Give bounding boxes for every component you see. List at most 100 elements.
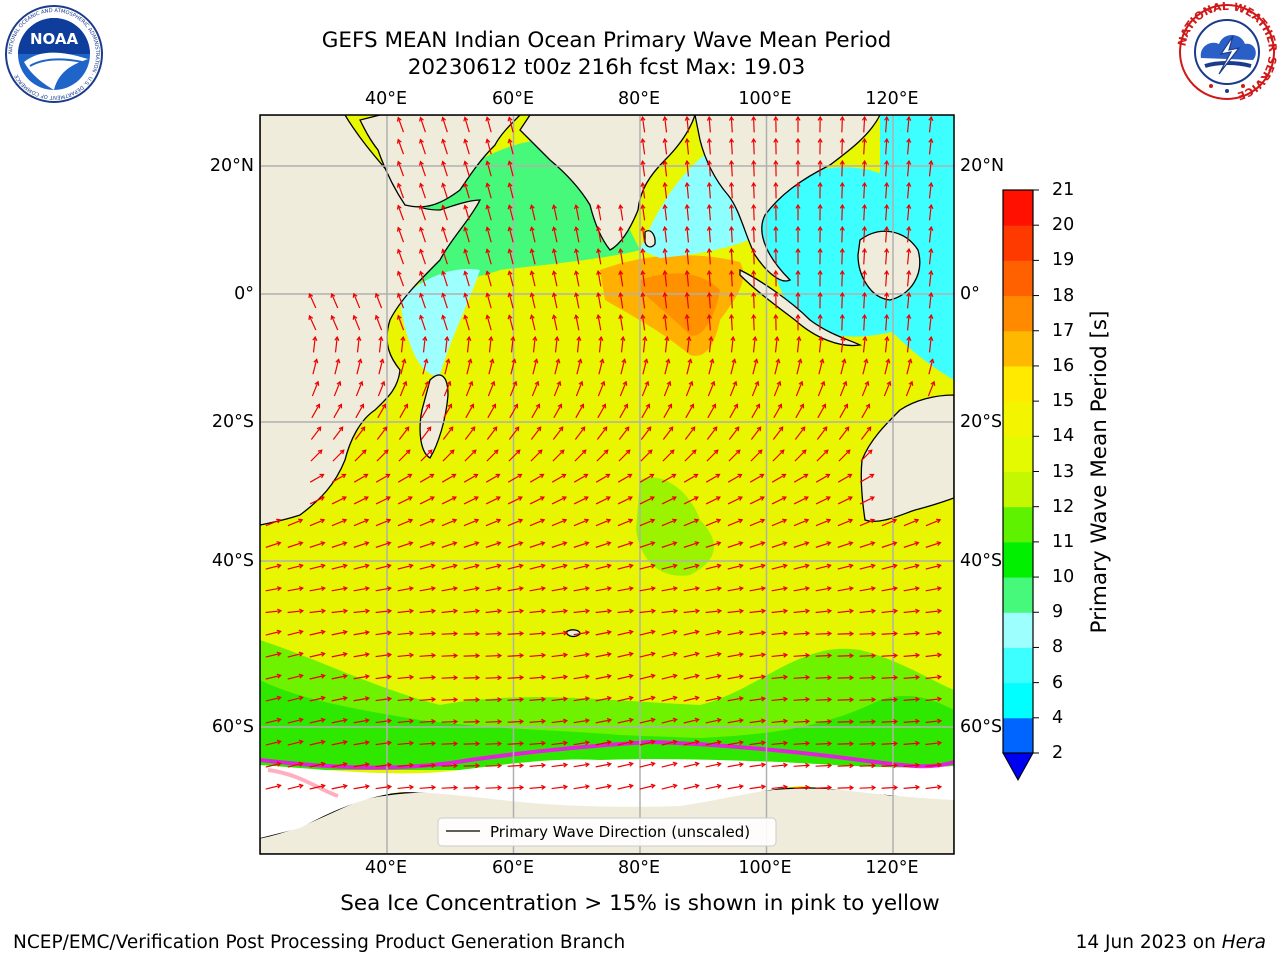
wave-arrow xyxy=(334,337,338,353)
wave-arrow xyxy=(686,359,692,375)
wave-arrow xyxy=(309,496,325,505)
wave-arrow-head xyxy=(342,541,348,546)
wave-arrow xyxy=(749,564,765,570)
wave-arrow-head xyxy=(519,630,525,637)
wave-arrow xyxy=(752,292,755,309)
wave-arrow xyxy=(841,248,844,265)
wave-arrow xyxy=(573,542,589,548)
wave-arrow-head xyxy=(599,358,605,364)
wave-arrow xyxy=(884,337,888,353)
wave-arrow xyxy=(683,564,699,570)
wave-arrow xyxy=(859,742,876,745)
wave-arrow xyxy=(508,249,514,265)
wave-arrow-head xyxy=(817,159,823,165)
wave-arrow xyxy=(397,249,405,265)
wave-arrow xyxy=(859,676,876,679)
wave-arrow xyxy=(551,587,567,592)
wave-arrow-head xyxy=(551,292,557,298)
wave-arrow-head xyxy=(485,248,491,254)
wave-arrow xyxy=(287,542,303,548)
wave-arrow-head xyxy=(669,449,675,455)
wave-arrow-head xyxy=(277,608,283,614)
wave-arrow-head xyxy=(907,358,913,364)
wave-arrow xyxy=(664,271,668,287)
wave-arrow-head xyxy=(512,380,518,386)
wave-arrow-head xyxy=(422,335,428,341)
wave-arrow xyxy=(375,653,391,658)
wave-arrow-head xyxy=(783,718,789,724)
lon-label-bottom-120e: 120°E xyxy=(865,858,919,878)
wave-arrow-head xyxy=(928,269,934,275)
wave-arrow xyxy=(287,630,303,636)
wave-arrow-head xyxy=(497,608,503,614)
wave-arrow xyxy=(573,631,589,636)
wave-arrow-head xyxy=(684,137,690,143)
wave-arrow xyxy=(464,227,470,243)
wave-arrow-head xyxy=(554,335,560,341)
wave-arrow xyxy=(925,742,941,746)
wave-arrow-head xyxy=(312,335,318,341)
wave-arrow xyxy=(928,359,934,375)
wave-arrow-head xyxy=(387,608,393,614)
wave-arrow xyxy=(925,587,941,592)
wave-arrow xyxy=(639,519,655,527)
wave-arrow xyxy=(664,249,668,265)
wave-arrow-head xyxy=(276,651,282,657)
wave-arrow-head xyxy=(584,630,591,636)
wave-arrow-head xyxy=(627,496,633,501)
wave-arrow-head xyxy=(884,181,890,187)
wave-arrow-head xyxy=(936,518,942,524)
wave-arrow xyxy=(662,426,674,440)
wave-arrow xyxy=(793,764,810,767)
wave-arrow xyxy=(664,205,668,221)
wave-arrow xyxy=(530,426,542,440)
wave-arrow-head xyxy=(737,473,743,479)
wave-arrow-head xyxy=(684,225,690,231)
wave-arrow xyxy=(815,654,832,657)
wave-arrow-head xyxy=(469,403,475,409)
wave-arrow xyxy=(881,654,898,657)
wave-arrow-head xyxy=(797,358,803,364)
wave-arrow xyxy=(815,676,832,679)
wave-arrow-head xyxy=(364,696,370,702)
wave-arrow-head xyxy=(884,335,890,341)
lat-label-left-60s: 60°S xyxy=(211,717,254,737)
wave-arrow-head xyxy=(821,403,827,409)
wave-arrow-head xyxy=(645,403,651,409)
wave-arrow-head xyxy=(817,291,823,297)
wave-arrow-head xyxy=(716,651,722,657)
wave-arrow-head xyxy=(448,426,454,432)
wave-arrow xyxy=(553,381,561,397)
wave-arrow-head xyxy=(620,335,626,341)
wave-arrow-head xyxy=(662,137,668,143)
wave-arrow xyxy=(664,315,668,331)
wave-arrow-head xyxy=(578,380,584,386)
wave-arrow xyxy=(464,293,470,309)
wave-arrow-head xyxy=(559,449,565,455)
wave-arrow xyxy=(903,587,919,592)
wave-arrow-head xyxy=(540,541,546,546)
wave-arrow xyxy=(620,359,626,375)
wave-arrow-head xyxy=(360,426,366,432)
wave-arrow xyxy=(553,205,558,221)
wave-arrow-head xyxy=(529,204,535,210)
wave-arrow xyxy=(397,161,405,177)
wave-arrow xyxy=(752,138,755,155)
wave-arrow xyxy=(595,587,611,592)
wave-arrow xyxy=(903,764,920,767)
wave-arrow xyxy=(441,519,457,527)
wave-arrow xyxy=(815,473,830,483)
wave-arrow-head xyxy=(453,653,459,659)
wave-arrow-head xyxy=(884,269,890,275)
wave-arrow-head xyxy=(518,563,524,569)
wave-arrow xyxy=(885,314,888,331)
wave-arrow xyxy=(444,337,448,353)
wave-arrow-head xyxy=(308,314,314,321)
wave-arrow-head xyxy=(419,138,424,144)
wave-arrow xyxy=(485,720,502,723)
wave-arrow-head xyxy=(598,335,604,341)
wave-arrow-head xyxy=(583,496,589,501)
wave-arrow-head xyxy=(276,518,282,524)
wave-arrow xyxy=(397,786,414,790)
wave-arrow xyxy=(309,610,326,614)
